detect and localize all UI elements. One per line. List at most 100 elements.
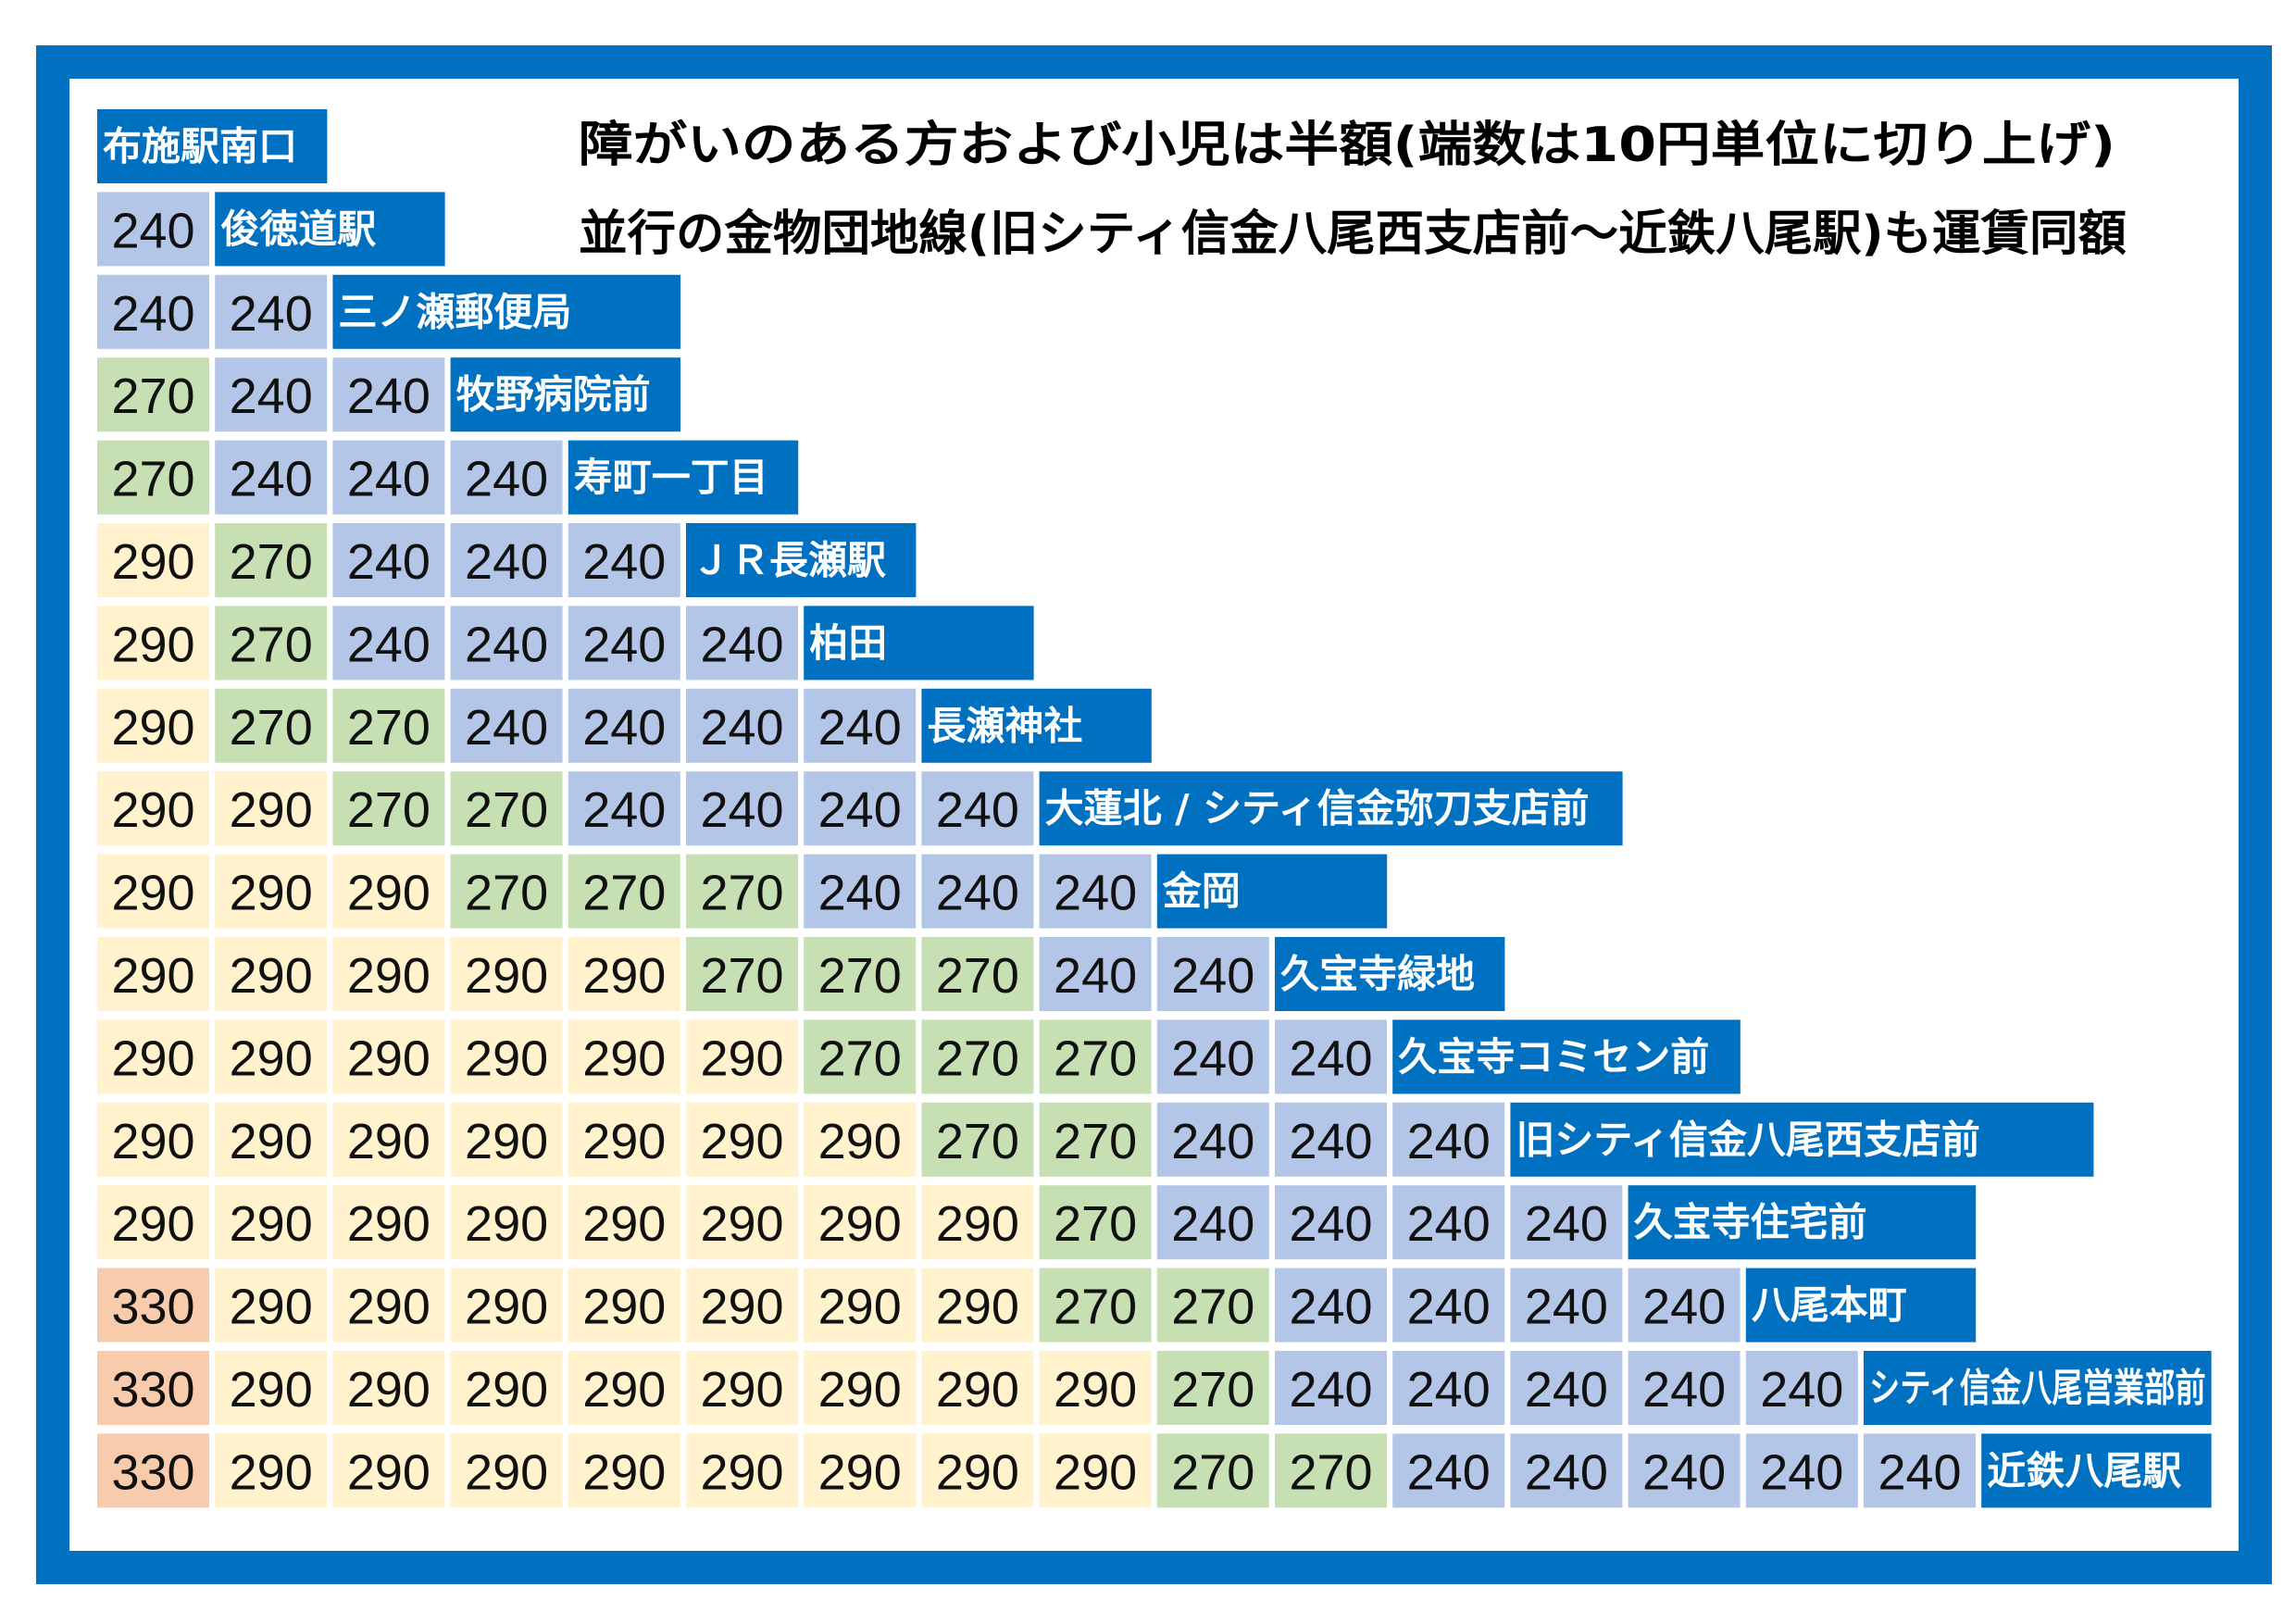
- station-name: 八尾本町: [1752, 1282, 1907, 1328]
- fare-cell: [1039, 1351, 1152, 1425]
- fare-cell: [568, 1268, 680, 1343]
- fare-cell: [1864, 1433, 1976, 1508]
- fare-cell: [97, 854, 209, 929]
- fare: 240: [818, 782, 902, 838]
- fare: 270: [582, 866, 666, 921]
- fare-cell: [97, 523, 209, 597]
- fare-cell: [568, 1102, 680, 1177]
- fare: 240: [1642, 1444, 1726, 1500]
- fare-cell: [1392, 1351, 1505, 1425]
- fare: 270: [1054, 1280, 1137, 1335]
- fare: 240: [347, 617, 430, 672]
- fare: 270: [230, 700, 313, 756]
- fare: 270: [700, 866, 783, 921]
- fare-cell: [450, 440, 563, 515]
- fare-cell: [97, 1433, 209, 1508]
- fare: 290: [700, 1114, 783, 1169]
- station-cell: [1039, 771, 1623, 846]
- fare-cell: [921, 1185, 1034, 1260]
- fare: 240: [1525, 1444, 1608, 1500]
- fare-cell: [921, 1433, 1034, 1508]
- fare-cell: [1628, 1351, 1741, 1425]
- fare: 270: [465, 782, 548, 838]
- fare-cell: [1392, 1102, 1505, 1177]
- fare: 240: [465, 700, 548, 756]
- fare: 240: [1642, 1362, 1726, 1418]
- fare-cell: [332, 1433, 445, 1508]
- fare-cell: [97, 606, 209, 681]
- fare-cell: [215, 1185, 328, 1260]
- station-cell: [450, 357, 680, 432]
- fare: 240: [347, 534, 430, 590]
- station-name: 近鉄八尾駅: [1987, 1448, 2181, 1493]
- fare-cell: [1392, 1433, 1505, 1508]
- fare: 240: [1642, 1280, 1726, 1335]
- fare-cell: [921, 771, 1034, 846]
- fare-cell: [686, 1102, 798, 1177]
- fare: 240: [230, 369, 313, 424]
- station-cell: [686, 523, 917, 597]
- fare-cell: [686, 1019, 798, 1094]
- station-cell: [1745, 1268, 1977, 1343]
- fare-cell: [97, 1351, 209, 1425]
- fare-cell: [1039, 1433, 1152, 1508]
- fare-cell: [804, 1102, 917, 1177]
- fare: 290: [111, 1196, 194, 1252]
- fare: 290: [347, 866, 430, 921]
- fare-cell: [97, 1102, 209, 1177]
- fare: 290: [111, 866, 194, 921]
- fare: 240: [1525, 1196, 1608, 1252]
- fare: 290: [465, 1031, 548, 1086]
- station-name: 久宝寺住宅前: [1634, 1200, 1867, 1245]
- station-cell: [1510, 1102, 2094, 1177]
- fare: 240: [347, 452, 430, 507]
- station-name: 金岡: [1162, 868, 1241, 914]
- fare-cell: [568, 606, 680, 681]
- fare-cell: [215, 606, 328, 681]
- fare: 240: [700, 782, 783, 838]
- fare-cell: [97, 688, 209, 763]
- fare-cell: [450, 1433, 563, 1508]
- fare: 240: [1407, 1444, 1491, 1500]
- fare-cell: [1392, 1185, 1505, 1260]
- fare: 290: [582, 1444, 666, 1500]
- fare: 270: [700, 948, 783, 1004]
- fare-cell: [97, 1185, 209, 1260]
- station-name: 大蓮北 / シティ信金弥刀支店前: [1045, 786, 1590, 831]
- fare-cell: [1039, 1185, 1152, 1260]
- fare: 290: [230, 1280, 313, 1335]
- fare: 330: [111, 1444, 194, 1500]
- fare: 270: [1054, 1031, 1137, 1086]
- fare-cell: [804, 1351, 917, 1425]
- fare-cell: [215, 854, 328, 929]
- fare: 240: [1289, 1280, 1372, 1335]
- fare-cell: [332, 937, 445, 1011]
- fare: 290: [700, 1280, 783, 1335]
- fare: 290: [347, 948, 430, 1004]
- fare-cell: [450, 1019, 563, 1094]
- fare: 290: [818, 1362, 902, 1418]
- fare-cell: [332, 1102, 445, 1177]
- fare-cell: [215, 688, 328, 763]
- fare-cell: [97, 771, 209, 846]
- fare-cell: [568, 1019, 680, 1094]
- fare: 240: [1171, 1196, 1254, 1252]
- fare: 290: [582, 1362, 666, 1418]
- fare-cell: [332, 1019, 445, 1094]
- fare: 290: [936, 1280, 1019, 1335]
- fare: 290: [111, 1114, 194, 1169]
- fare-cell: [686, 854, 798, 929]
- fare: 290: [582, 1196, 666, 1252]
- fare-cell: [686, 771, 798, 846]
- fare: 290: [230, 948, 313, 1004]
- fare-cell: [1275, 1102, 1387, 1177]
- fare-cell: [1156, 1433, 1269, 1508]
- notice-line: 並行の金物団地線(旧シティ信金八尾西支店前～近鉄八尾駅)も運賃同額: [579, 206, 2127, 262]
- fare: 290: [347, 1362, 430, 1418]
- fare: 270: [1171, 1280, 1254, 1335]
- fare: 290: [700, 1362, 783, 1418]
- fare-cell: [332, 688, 445, 763]
- station-name: 久宝寺コミセン前: [1398, 1034, 1709, 1080]
- fare: 270: [1054, 1114, 1137, 1169]
- fare: 290: [582, 1031, 666, 1086]
